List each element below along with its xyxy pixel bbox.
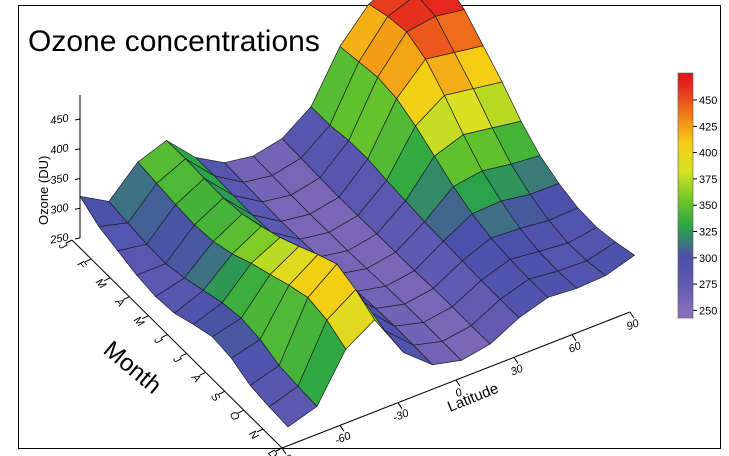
- colorbar-tick-label: 325: [699, 227, 717, 239]
- latitude-tick-label: -90: [275, 452, 295, 456]
- latitude-tick: [281, 447, 287, 455]
- ozone-tick: [74, 177, 81, 180]
- colorbar-scale: [677, 72, 694, 319]
- colorbar: 450 425 400 375 350 325 300 275 250: [677, 72, 717, 319]
- colorbar-tick-label: 375: [699, 174, 717, 186]
- surface-cell: [268, 385, 318, 428]
- month-tick-label: A: [188, 371, 203, 385]
- ozone-tick-label: 350: [49, 172, 70, 187]
- latitude-tick-label: -60: [333, 430, 353, 447]
- ozone-tick-label: 300: [49, 202, 70, 217]
- ozone-tick: [74, 207, 81, 210]
- month-tick-label: M: [131, 314, 147, 329]
- latitude-tick-label: -30: [391, 407, 411, 424]
- month-tick: [84, 258, 92, 263]
- latitude-tick: [571, 334, 577, 341]
- colorbar-tick-label: 400: [699, 148, 717, 160]
- colorbar-tick-label: 300: [699, 253, 717, 265]
- y-axis-title: Month: [98, 336, 166, 400]
- ozone-tick-label: 250: [48, 231, 70, 246]
- ozone-tick: [74, 118, 81, 121]
- ozone-tick: [74, 237, 81, 240]
- colorbar-tick-label: 250: [699, 305, 717, 317]
- colorbar-tick-label: 350: [699, 200, 717, 212]
- z-axis-title: Ozone (DU): [36, 156, 51, 225]
- month-tick-label: M: [93, 277, 109, 292]
- ozone-tick-label: 450: [49, 112, 70, 127]
- month-tick: [103, 277, 111, 282]
- month-tick: [65, 239, 73, 244]
- month-tick: [123, 296, 130, 301]
- month-tick: [199, 371, 206, 376]
- month-tick: [256, 428, 264, 433]
- month-tick-label: O: [227, 409, 242, 424]
- month-tick-label: J: [170, 353, 184, 366]
- ozone-tick: [74, 148, 81, 151]
- month-tick-label: J: [151, 334, 165, 347]
- latitude-tick: [455, 379, 461, 387]
- month-tick: [142, 315, 149, 320]
- latitude-tick: [397, 402, 403, 409]
- chart-title: Ozone concentrations: [28, 25, 320, 58]
- month-tick-label: S: [208, 391, 222, 405]
- latitude-tick: [629, 311, 635, 319]
- latitude-tick-label: 60: [567, 340, 584, 356]
- month-tick-label: A: [112, 295, 127, 309]
- month-tick: [161, 334, 168, 338]
- surface-mesh: [79, 0, 636, 428]
- month-tick-label: F: [75, 259, 89, 273]
- month-tick: [180, 353, 187, 357]
- month-tick: [218, 390, 225, 395]
- x-axis-title: Latitude: [445, 380, 501, 416]
- latitude-tick-label: 30: [509, 362, 526, 378]
- colorbar-tick-label: 425: [699, 121, 717, 133]
- axes: JFMAMJJASOND-90-60-300306090250300350400…: [48, 95, 642, 456]
- latitude-tick: [339, 425, 345, 432]
- month-axis-line: [71, 239, 283, 449]
- month-tick-label: N: [246, 428, 260, 442]
- latitude-tick-label: 0: [454, 386, 465, 400]
- month-tick: [237, 409, 245, 414]
- month-tick-label: D: [265, 447, 279, 456]
- latitude-tick-label: 90: [625, 317, 642, 333]
- colorbar-tick-label: 275: [699, 279, 717, 291]
- colorbar-tick-label: 450: [699, 95, 717, 107]
- ozone-tick-label: 400: [49, 142, 70, 157]
- latitude-tick: [513, 357, 519, 364]
- month-tick: [275, 447, 283, 452]
